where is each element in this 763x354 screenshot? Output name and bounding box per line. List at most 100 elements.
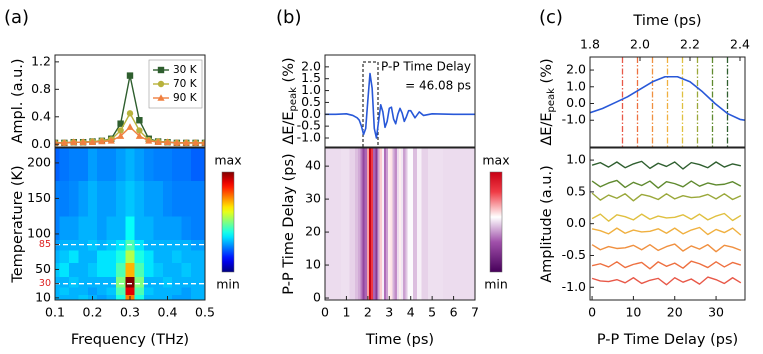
heat-cell (55, 216, 61, 240)
heat-cell (106, 287, 117, 295)
heat-cell (106, 249, 117, 263)
axes-frame (589, 147, 746, 301)
heat-cell (134, 249, 145, 263)
heat-cell (358, 223, 361, 300)
marker (182, 139, 190, 146)
x-tick-label: 30 (708, 305, 724, 320)
heat-cell (373, 223, 376, 300)
heat-cell (97, 287, 108, 295)
x-tick-label: 20 (667, 305, 683, 320)
heat-cell (69, 249, 79, 263)
y-tick-label: -1.0 (297, 129, 321, 144)
heat-cell (59, 262, 70, 278)
heat-cell (144, 262, 154, 278)
heat-cell (362, 223, 366, 300)
heat-cell (386, 148, 389, 225)
x-tick-label: 2 (364, 305, 372, 320)
colorbar-max-label: max (482, 153, 509, 168)
x-tick-label: 0.4 (158, 305, 178, 320)
heat-cell (200, 287, 205, 295)
plot-area (590, 57, 745, 147)
heat-cell (87, 216, 98, 240)
heat-cell (153, 239, 164, 251)
heat-cell (341, 223, 351, 300)
heat-cell (368, 148, 372, 225)
heat-cell (125, 287, 136, 295)
heat-cell (200, 148, 205, 182)
heat-cell (371, 223, 374, 300)
heat-cell (381, 148, 385, 225)
x-tick-label: 2.0 (630, 37, 650, 52)
heat-cell (144, 216, 154, 240)
heat-cell (153, 276, 164, 288)
heat-cell (106, 276, 117, 288)
heat-cell (200, 180, 205, 217)
x-tick-label: 6 (450, 305, 458, 320)
heat-cell (371, 148, 374, 225)
heat-cell (181, 216, 192, 240)
heat-cell (398, 223, 402, 300)
marker (60, 139, 68, 146)
heat-cell (409, 148, 414, 225)
y-tick-label: 20 (305, 224, 321, 239)
heat-cell (417, 223, 422, 300)
colorbar (489, 171, 503, 273)
heat-cell (59, 216, 70, 240)
heat-cell (388, 148, 391, 225)
heat-cell (125, 216, 136, 240)
heat-cell (59, 294, 70, 300)
heat-cell (190, 287, 201, 295)
heat-cell (181, 276, 192, 288)
data-line (591, 276, 742, 286)
heat-cell (125, 249, 136, 263)
data-line (591, 260, 742, 270)
heat-cell (355, 223, 359, 300)
data-line (325, 72, 475, 139)
plot-area (591, 160, 742, 286)
y-tick-label: 0.0 (566, 215, 586, 230)
annotation: = 46.08 ps (405, 79, 471, 93)
heat-cell (403, 148, 406, 225)
heat-cell (144, 180, 154, 217)
heat-cell (396, 148, 400, 225)
heat-cell (390, 223, 393, 300)
y-axis-label: Amplitude (a.u.) (539, 165, 555, 283)
y-tick-label: 85 (39, 239, 51, 250)
heat-cell (403, 223, 406, 300)
heat-cell (407, 148, 411, 225)
heat-cell (78, 216, 89, 240)
heat-cell (78, 249, 89, 263)
heat-cell (144, 287, 154, 295)
heat-cell (383, 148, 387, 225)
heat-cell (87, 180, 98, 217)
heat-cell (69, 180, 79, 217)
marker (107, 137, 115, 144)
y-axis-label: P-P Time Delay (ps) (281, 153, 297, 294)
y-tick-label: 1.0 (566, 152, 586, 167)
marker (126, 123, 134, 130)
y-axis-label-part: peak (288, 87, 299, 112)
y-tick-label: 0 (313, 290, 321, 305)
heat-cell (181, 180, 192, 217)
x-tick-label: 0 (321, 305, 329, 320)
panel-label: (b) (276, 7, 301, 28)
heat-cell (190, 276, 201, 288)
heat-cell (362, 148, 366, 225)
marker (79, 138, 87, 145)
heat-cell (200, 294, 205, 300)
heat-cell (388, 223, 391, 300)
data-line (590, 75, 745, 122)
x-tick-label: 7 (471, 305, 479, 320)
heat-cell (401, 148, 404, 225)
heat-cell (115, 249, 126, 263)
heat-cell (78, 287, 89, 295)
heat-cell (355, 148, 359, 225)
heat-cell (190, 216, 201, 240)
heat-cell (134, 287, 145, 295)
heat-cell (144, 249, 154, 263)
heat-cell (59, 287, 70, 295)
heat-cell (181, 249, 192, 263)
y-tick-label: 1.0 (566, 78, 586, 93)
heat-cell (405, 223, 408, 300)
